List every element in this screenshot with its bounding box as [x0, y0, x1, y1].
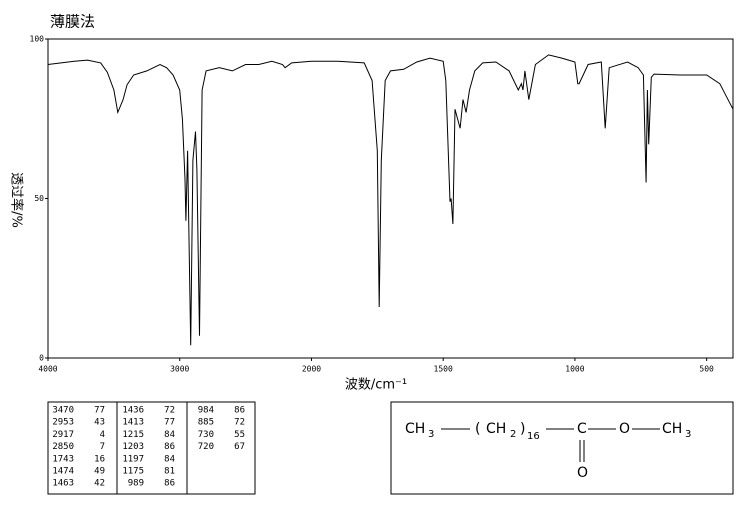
table-cell: 2917	[52, 430, 74, 440]
table-cell: 72	[164, 406, 175, 416]
table-cell: 84	[164, 454, 175, 464]
spectrum-line	[47, 54, 734, 346]
formula-part: 16	[527, 431, 540, 442]
formula-frame	[390, 401, 734, 495]
y-tick-label: 50	[34, 194, 44, 203]
formula-part: CH	[662, 421, 682, 437]
table-cell: 984	[198, 406, 214, 416]
formula-part: 2	[510, 429, 516, 440]
x-tick-label: 4000	[38, 365, 57, 374]
table-cell: 730	[198, 430, 214, 440]
formula-part: (	[475, 421, 480, 437]
table-cell: 1743	[52, 454, 74, 464]
plot-frame	[47, 38, 734, 359]
table-cell: 720	[198, 442, 214, 452]
table-cell: 885	[198, 418, 214, 428]
table-cell: 1203	[122, 442, 144, 452]
table-cell: 67	[234, 442, 245, 452]
table-cell: 81	[164, 467, 175, 477]
table-cell: 86	[234, 406, 245, 416]
table-cell: 1436	[122, 406, 144, 416]
table-cell: 1197	[122, 454, 144, 464]
table-cell: 7	[100, 442, 105, 452]
x-tick-label: 1500	[434, 365, 453, 374]
table-cell: 72	[234, 418, 245, 428]
table-cell: 49	[94, 467, 105, 477]
table-cell: 55	[234, 430, 245, 440]
formula-part: O	[577, 465, 588, 481]
table-cell: 86	[164, 442, 175, 452]
table-cell: 2953	[52, 418, 74, 428]
table-cell: 84	[164, 430, 175, 440]
x-axis-label: 波数/cm⁻¹	[345, 378, 407, 393]
table-cell: 1175	[122, 467, 144, 477]
table-cell: 43	[94, 418, 105, 428]
y-tick-label: 100	[30, 35, 45, 44]
table-cell: 3470	[52, 406, 74, 416]
formula-part: 3	[428, 429, 434, 440]
formula: CH 3 ( CH 2 ) 16 C O CH 3 O	[405, 421, 691, 481]
table-cell: 1474	[52, 467, 74, 477]
x-tick-label: 2000	[302, 365, 321, 374]
table-cell: 1413	[122, 418, 144, 428]
table-cell: 16	[94, 454, 105, 464]
formula-part: )	[520, 421, 525, 437]
x-tick-label: 3000	[170, 365, 189, 374]
table-cell: 4	[100, 430, 105, 440]
x-tick-label: 500	[699, 365, 714, 374]
formula-part: 3	[685, 429, 691, 440]
x-tick-label: 1000	[565, 365, 584, 374]
table-cell: 77	[94, 406, 105, 416]
formula-part: O	[619, 421, 630, 437]
table-cell: 42	[94, 479, 105, 489]
formula-part: CH	[486, 421, 506, 437]
table-cell: 1463	[52, 479, 74, 489]
table-cell: 2850	[52, 442, 74, 452]
table-frame	[47, 401, 256, 495]
formula-part: C	[577, 421, 587, 437]
y-tick-label: 0	[39, 354, 44, 363]
formula-part: CH	[405, 421, 425, 437]
table-cell: 1215	[122, 430, 144, 440]
table-cell: 86	[164, 479, 175, 489]
table-cell: 989	[128, 479, 144, 489]
table-cell: 77	[164, 418, 175, 428]
chart-title: 薄膜法	[50, 13, 95, 31]
y-axis-label: 透过率/%	[9, 172, 25, 228]
